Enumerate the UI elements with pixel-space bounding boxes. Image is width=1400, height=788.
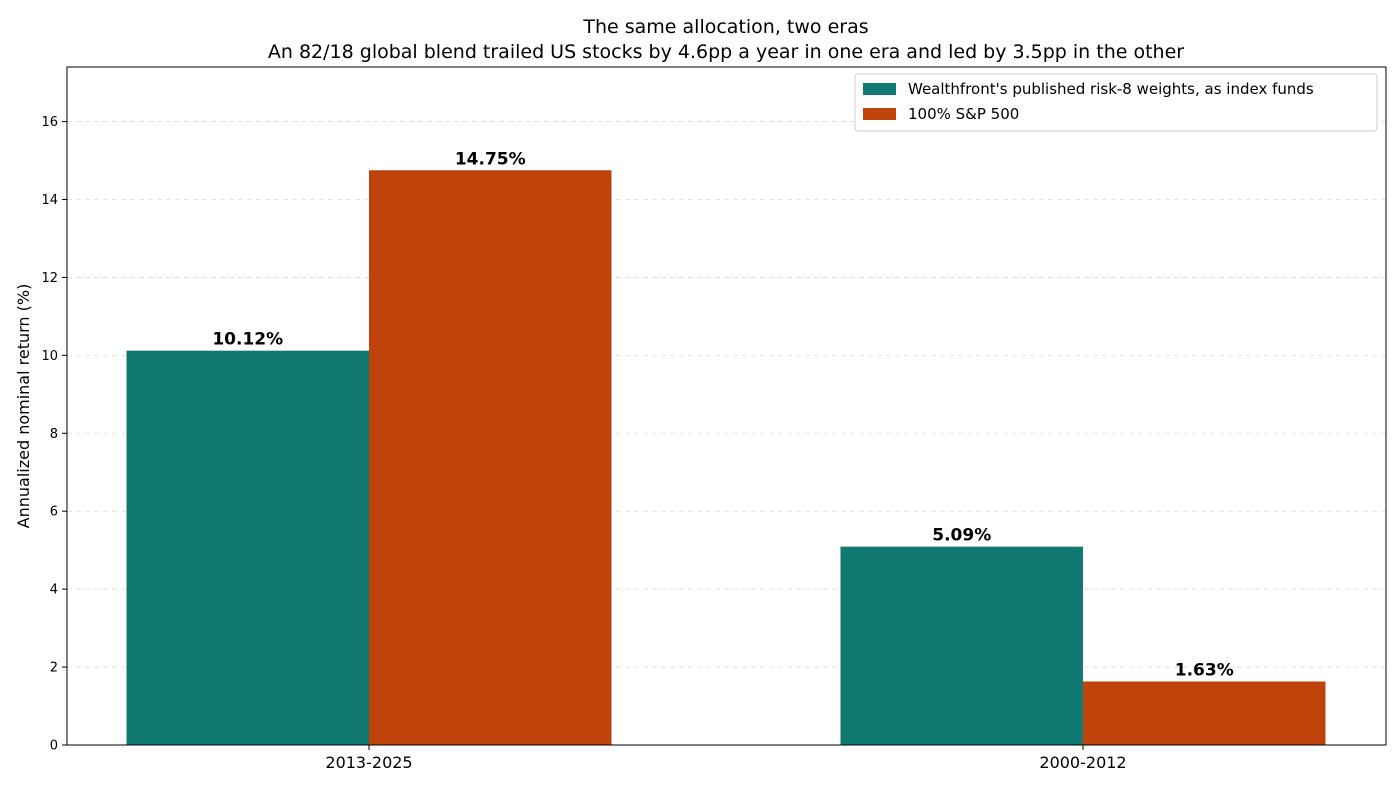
y-tick-label: 8 xyxy=(50,427,58,442)
chart-subtitle: An 82/18 global blend trailed US stocks … xyxy=(268,41,1184,63)
bar-sp500-2000-2012 xyxy=(1083,681,1326,745)
y-axis-label: Annualized nominal return (%) xyxy=(14,284,33,529)
x-tick-label: 2013-2025 xyxy=(325,753,412,772)
legend-box xyxy=(854,73,1378,132)
y-axis-ticks: 0 2 4 6 8 10 12 14 16 xyxy=(41,115,67,754)
y-tick-label: 10 xyxy=(41,349,58,364)
x-axis-ticks: 2013-2025 2000-2012 xyxy=(325,745,1127,772)
bars xyxy=(126,170,1326,746)
y-tick-label: 6 xyxy=(50,505,58,520)
y-tick-label: 16 xyxy=(41,115,58,130)
y-tick-label: 14 xyxy=(41,193,58,208)
y-tick-label: 0 xyxy=(50,739,58,754)
legend-swatch xyxy=(863,83,896,95)
legend-entry: Wealthfront's published risk-8 weights, … xyxy=(908,80,1314,98)
data-labels: 10.12% 5.09% 14.75% 1.63% xyxy=(212,149,1233,680)
y-tick-label: 12 xyxy=(41,271,58,286)
y-tick-label: 4 xyxy=(50,583,58,598)
y-tick-label: 2 xyxy=(50,661,58,676)
data-label: 14.75% xyxy=(455,149,526,169)
legend-entry: 100% S&P 500 xyxy=(908,105,1019,123)
chart-title: The same allocation, two eras xyxy=(582,16,868,38)
x-tick-label: 2000-2012 xyxy=(1039,753,1126,772)
plot-frame xyxy=(66,66,1387,746)
bar-blend-2000-2012 xyxy=(840,546,1083,745)
data-label: 10.12% xyxy=(212,330,283,350)
bar-blend-2013-2025 xyxy=(126,350,369,745)
bar-sp500-2013-2025 xyxy=(369,170,612,746)
data-label: 5.09% xyxy=(932,526,991,546)
data-label: 1.63% xyxy=(1175,660,1234,680)
legend-swatch xyxy=(863,108,896,120)
legend: Wealthfront's published risk-8 weights, … xyxy=(854,73,1378,132)
